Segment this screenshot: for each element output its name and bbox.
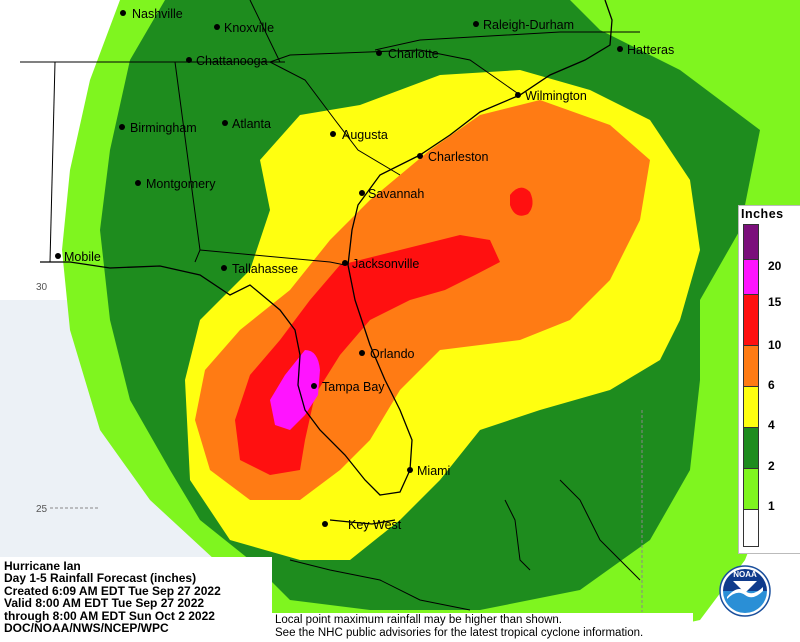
city-label-orlando: Orlando — [370, 347, 415, 361]
lat-label-25: 25 — [36, 504, 48, 515]
legend-swatch-4 — [743, 386, 759, 428]
city-label-key-west: Key West — [348, 518, 402, 532]
city-label-hatteras: Hatteras — [627, 43, 674, 57]
city-dot-charlotte — [376, 50, 382, 56]
city-label-montgomery: Montgomery — [146, 177, 216, 191]
city-dot-raleigh — [473, 21, 479, 27]
legend-swatch-20 — [743, 224, 759, 260]
disclaimer-line-1: Local point maximum rainfall may be high… — [275, 614, 563, 626]
agency-credit: DOC/NOAA/NWS/NCEP/WPC — [4, 621, 169, 636]
city-label-charlotte: Charlotte — [388, 47, 439, 61]
created-time: Created 6:09 AM EDT Tue Sep 27 2022 — [4, 583, 221, 598]
legend-label-1: 1 — [768, 499, 775, 513]
coastlines — [40, 0, 613, 525]
city-label-atlanta: Atlanta — [232, 117, 271, 131]
city-label-charleston: Charleston — [428, 150, 488, 164]
city-dot-nashville — [120, 10, 126, 16]
lat-label-30: 30 — [36, 282, 48, 293]
city-label-augusta: Augusta — [342, 128, 388, 142]
state-borders — [20, 0, 640, 266]
forecast-title: Day 1-5 Rainfall Forecast (inches) — [4, 571, 197, 586]
city-dot-birmingham — [119, 124, 125, 130]
city-label-wilmington: Wilmington — [525, 89, 587, 103]
city-dot-tampa-bay — [311, 383, 317, 389]
noaa-logo-text: NOAA — [733, 570, 757, 579]
city-dot-knoxville — [214, 24, 220, 30]
city-label-raleigh: Raleigh-Durham — [483, 18, 574, 32]
legend-label-15: 15 — [768, 295, 782, 309]
noaa-logo-icon: NOAA — [719, 565, 771, 617]
valid-end: through 8:00 AM EDT Sun Oct 2 2022 — [4, 608, 215, 623]
legend-swatch-2 — [743, 427, 759, 469]
rain-cell-10in-offshore — [510, 187, 533, 216]
legend-swatch-1 — [743, 468, 759, 510]
legend-label-6: 6 — [768, 378, 775, 392]
rainfall-legend: Inches 20 15 10 6 4 2 1 — [738, 205, 800, 554]
cities: Nashville Knoxville Raleigh-Durham Chatt… — [55, 7, 674, 532]
city-label-savannah: Savannah — [368, 187, 424, 201]
city-label-tampa-bay: Tampa Bay — [322, 380, 385, 394]
storm-name: Hurricane Ian — [4, 559, 81, 573]
disclaimer-box: Local point maximum rainfall may be high… — [272, 613, 693, 642]
city-dot-savannah — [359, 190, 365, 196]
city-dot-mobile — [55, 253, 61, 259]
city-dot-jacksonville — [342, 260, 348, 266]
legend-label-10: 10 — [768, 338, 782, 352]
city-dot-atlanta — [222, 120, 228, 126]
city-dot-wilmington — [515, 92, 521, 98]
city-label-chattanooga: Chattanooga — [196, 54, 268, 68]
city-label-miami: Miami — [417, 464, 450, 478]
legend-label-4: 4 — [768, 418, 775, 432]
city-label-jacksonville: Jacksonville — [352, 257, 419, 271]
legend-label-20: 20 — [768, 259, 782, 273]
city-dot-chattanooga — [186, 57, 192, 63]
legend-swatch-15 — [743, 259, 759, 295]
disclaimer-line-2: See the NHC public advisories for the la… — [275, 627, 644, 639]
city-dot-tallahassee — [221, 265, 227, 271]
caribbean-islands — [289, 479, 641, 611]
city-dot-montgomery — [135, 180, 141, 186]
city-dot-augusta — [330, 131, 336, 137]
legend-title: Inches — [741, 207, 784, 221]
rain-band-15in — [270, 350, 320, 430]
city-dot-key-west — [322, 521, 328, 527]
city-dot-hatteras — [617, 46, 623, 52]
city-dot-charleston — [417, 153, 423, 159]
legend-swatch-6 — [743, 345, 759, 387]
city-label-tallahassee: Tallahassee — [232, 262, 298, 276]
valid-start: Valid 8:00 AM EDT Tue Sep 27 2022 — [4, 596, 205, 611]
city-label-birmingham: Birmingham — [130, 121, 197, 135]
legend-label-2: 2 — [768, 459, 775, 473]
city-dot-orlando — [359, 350, 365, 356]
city-label-knoxville: Knoxville — [224, 21, 274, 35]
city-label-mobile: Mobile — [64, 250, 101, 264]
forecast-info-box: Hurricane Ian Day 1-5 Rainfall Forecast … — [0, 557, 272, 642]
city-dot-miami — [407, 467, 413, 473]
city-label-nashville: Nashville — [132, 7, 183, 21]
legend-swatch-none — [743, 509, 759, 547]
legend-swatch-10 — [743, 294, 759, 346]
